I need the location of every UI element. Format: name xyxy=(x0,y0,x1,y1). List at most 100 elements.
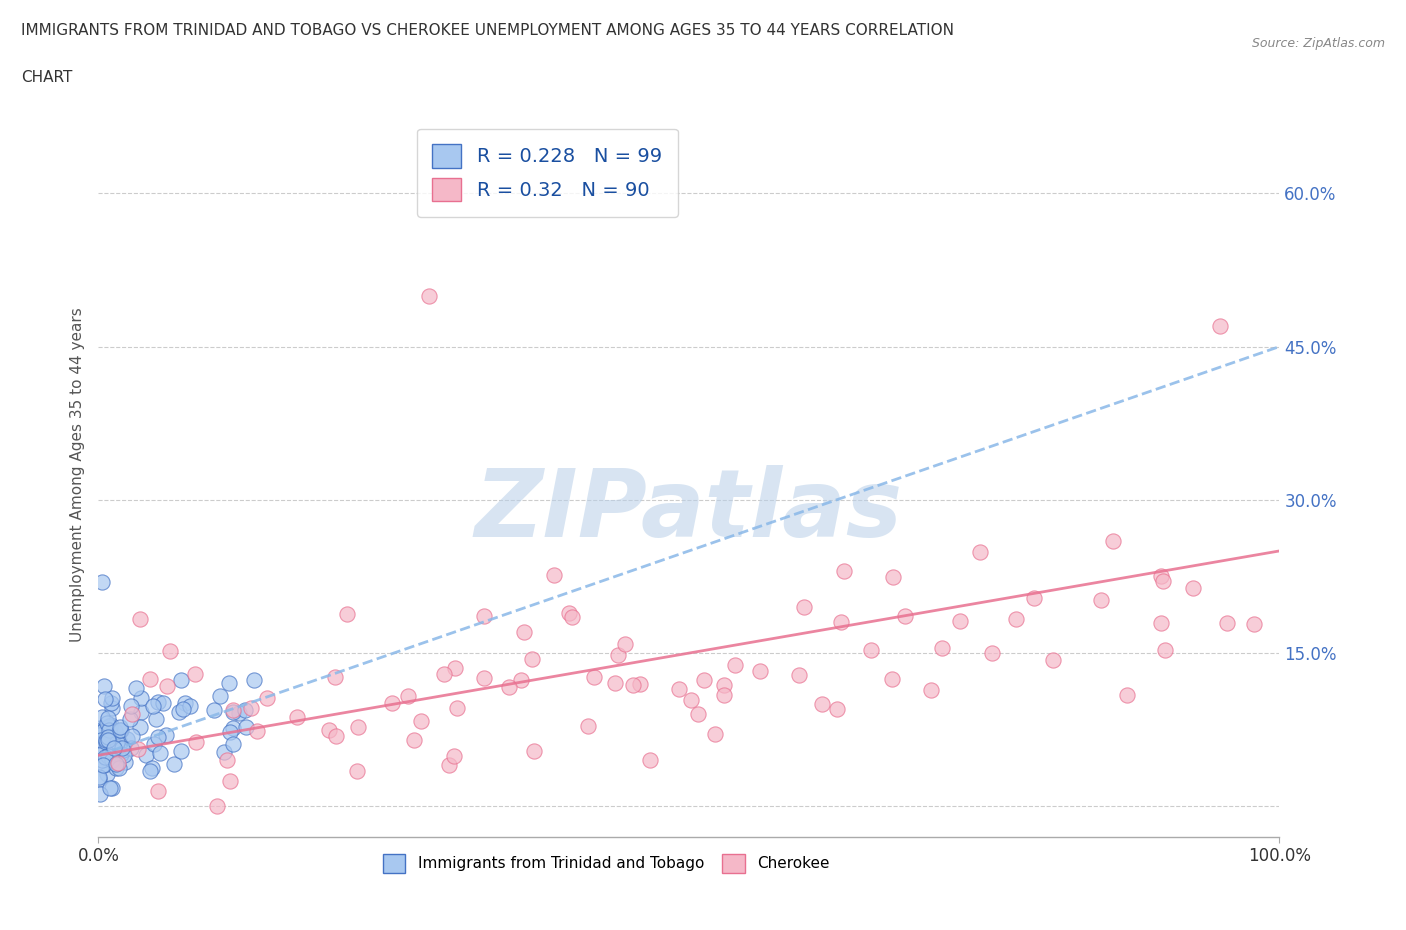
Point xyxy=(91,757,114,772)
Point xyxy=(112,748,135,763)
Point xyxy=(100,690,122,705)
Point xyxy=(1150,616,1173,631)
Point xyxy=(91,710,114,724)
Point xyxy=(129,704,152,719)
Point xyxy=(139,764,162,778)
Point xyxy=(94,749,117,764)
Point xyxy=(243,672,266,687)
Point xyxy=(205,799,228,814)
Point xyxy=(96,767,118,782)
Point xyxy=(120,711,142,726)
Point xyxy=(1181,581,1204,596)
Point xyxy=(98,747,121,762)
Point xyxy=(100,720,122,735)
Point xyxy=(1090,593,1112,608)
Point xyxy=(114,754,136,769)
Text: IMMIGRANTS FROM TRINIDAD AND TOBAGO VS CHEROKEE UNEMPLOYMENT AMONG AGES 35 TO 44: IMMIGRANTS FROM TRINIDAD AND TOBAGO VS C… xyxy=(21,23,955,38)
Point xyxy=(91,752,114,767)
Point xyxy=(1101,534,1123,549)
Point xyxy=(159,643,181,658)
Point xyxy=(87,772,110,787)
Point xyxy=(94,691,117,706)
Point xyxy=(827,702,849,717)
Point xyxy=(256,690,278,705)
Point xyxy=(202,703,225,718)
Point xyxy=(583,670,606,684)
Point xyxy=(621,677,644,692)
Point xyxy=(91,574,114,589)
Point xyxy=(703,726,725,741)
Point xyxy=(638,752,661,767)
Point xyxy=(138,671,160,686)
Point xyxy=(793,599,815,614)
Point xyxy=(325,728,347,743)
Point xyxy=(713,677,735,692)
Point xyxy=(509,673,531,688)
Point xyxy=(107,733,129,748)
Point xyxy=(170,744,193,759)
Point xyxy=(107,740,129,755)
Point xyxy=(543,567,565,582)
Point xyxy=(184,735,207,750)
Point xyxy=(668,682,690,697)
Point xyxy=(347,720,370,735)
Legend: Immigrants from Trinidad and Tobago, Cherokee: Immigrants from Trinidad and Tobago, Che… xyxy=(375,846,838,880)
Point xyxy=(142,737,165,751)
Point xyxy=(142,699,165,714)
Point xyxy=(246,724,269,738)
Point xyxy=(152,696,174,711)
Point xyxy=(880,671,903,686)
Point xyxy=(96,752,118,767)
Point xyxy=(228,706,250,721)
Point xyxy=(346,764,368,778)
Point xyxy=(859,643,882,658)
Point xyxy=(576,719,599,734)
Point xyxy=(318,722,340,737)
Point xyxy=(121,707,143,722)
Point xyxy=(172,701,194,716)
Point xyxy=(97,749,120,764)
Point xyxy=(110,723,132,737)
Point xyxy=(810,697,832,711)
Point xyxy=(101,749,124,764)
Point xyxy=(688,707,710,722)
Point xyxy=(105,757,128,772)
Point xyxy=(96,715,118,730)
Point xyxy=(94,732,117,747)
Point xyxy=(93,723,115,737)
Point xyxy=(513,624,536,639)
Point xyxy=(170,672,193,687)
Point xyxy=(446,701,468,716)
Point xyxy=(87,728,110,743)
Point xyxy=(681,693,703,708)
Point xyxy=(100,752,122,767)
Point xyxy=(219,774,242,789)
Point xyxy=(111,743,134,758)
Point xyxy=(1005,612,1028,627)
Point xyxy=(141,761,163,776)
Point xyxy=(748,663,770,678)
Point xyxy=(91,724,114,738)
Point xyxy=(89,769,111,784)
Point xyxy=(105,735,128,750)
Point xyxy=(107,755,129,770)
Point xyxy=(443,749,465,764)
Point xyxy=(183,666,205,681)
Point xyxy=(1243,617,1265,631)
Point xyxy=(444,661,467,676)
Point xyxy=(498,680,520,695)
Point xyxy=(1215,616,1237,631)
Point xyxy=(433,667,456,682)
Point xyxy=(111,740,134,755)
Point xyxy=(235,720,257,735)
Point xyxy=(120,698,142,713)
Point xyxy=(97,733,120,748)
Point xyxy=(523,743,546,758)
Point xyxy=(1150,569,1173,584)
Point xyxy=(100,717,122,732)
Point xyxy=(124,681,146,696)
Point xyxy=(90,733,112,748)
Point xyxy=(105,761,128,776)
Point xyxy=(561,610,583,625)
Point xyxy=(100,781,122,796)
